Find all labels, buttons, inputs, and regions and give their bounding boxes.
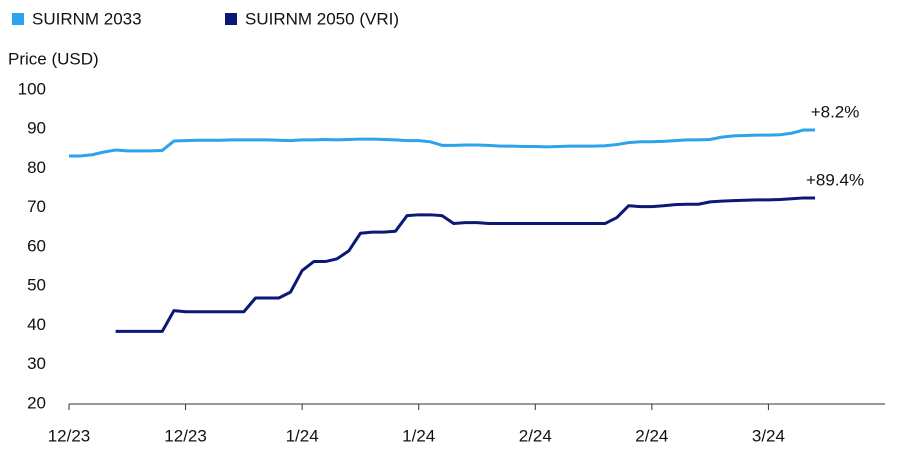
x-tick-label: 1/24 [402,426,435,445]
annotation: +8.2% [811,103,860,122]
series-line [69,128,816,158]
legend-label: SUIRNM 2033 [32,9,142,28]
x-tick-label: 12/23 [48,426,91,445]
legend-swatch [12,13,24,25]
y-tick-label: 50 [27,276,46,295]
y-tick-label: 90 [27,119,46,138]
legend-label: SUIRNM 2050 (VRI) [245,9,399,28]
x-tick-label: 3/24 [752,426,785,445]
y-tick-label: 20 [27,393,46,412]
x-tick-label: 2/24 [519,426,552,445]
x-tick-label: 12/23 [164,426,207,445]
y-axis-label: Price (USD) [8,49,99,68]
x-tick-label: 1/24 [286,426,319,445]
y-tick-label: 70 [27,197,46,216]
x-tick-label: 2/24 [635,426,668,445]
y-tick-label: 100 [18,79,46,98]
y-tick-label: 40 [27,315,46,334]
annotation: +89.4% [806,170,864,189]
y-tick-label: 60 [27,236,46,255]
series-line [115,196,816,333]
legend-swatch [225,13,237,25]
y-tick-label: 30 [27,354,46,373]
y-tick-label: 80 [27,158,46,177]
